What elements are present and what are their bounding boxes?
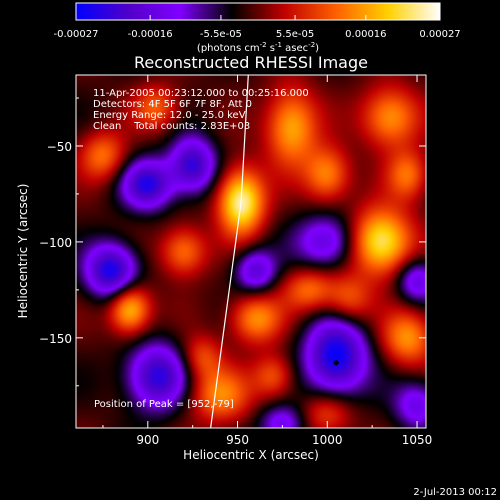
y-tick-label: −150 — [39, 332, 72, 346]
colorbar-tick-label: -5.5e-05 — [200, 29, 242, 40]
x-tick-label: 950 — [226, 433, 249, 447]
heatmap-image — [76, 75, 426, 428]
colorbar-tick-label: 5.5e-05 — [276, 29, 314, 40]
chart-title: Reconstructed RHESSI Image — [134, 53, 368, 72]
colorbar-tick-label: 0.00027 — [419, 29, 460, 40]
annotation-block: 11-Apr-2005 00:23:12.000 to 00:25:16.000… — [93, 88, 309, 132]
colorbar-tick-label: -0.00027 — [54, 29, 99, 40]
y-tick-label: −50 — [47, 140, 72, 154]
solar-limb-line — [210, 75, 249, 428]
annotation-line: 11-Apr-2005 00:23:12.000 to 00:25:16.000 — [93, 88, 309, 99]
colorbar — [75, 2, 441, 21]
colorbar-tick-label: -0.00016 — [128, 29, 173, 40]
colorbar-unit-label: (photons cm-2 s-1 asec-2) — [197, 41, 319, 54]
peak-position-label: Position of Peak = [952,-79] — [94, 399, 234, 410]
axis-ticks: 900 950 1000 1050 −50 −100 −150 — [39, 75, 432, 447]
annotation-line: Clean Total counts: 2.83E+03 — [93, 121, 250, 132]
footer-date: 2-Jul-2013 00:12 — [413, 487, 497, 498]
colorbar-tick-label: 0.00016 — [345, 29, 386, 40]
y-tick-label: −100 — [39, 236, 72, 250]
plot-frame — [75, 74, 427, 429]
annotation-line: Detectors: 4F 5F 6F 7F 8F, Att 0 — [93, 99, 252, 110]
x-tick-label: 1000 — [312, 433, 343, 447]
colorbar-ticks: -0.00027 -0.00016 -5.5e-05 5.5e-05 0.00016 0.… — [54, 15, 461, 40]
x-tick-label: 1050 — [402, 433, 433, 447]
annotation-line: Energy Range: 12.0 - 25.0 keV — [93, 110, 246, 121]
x-axis-label: Heliocentric X (arcsec) — [183, 448, 319, 462]
x-tick-label: 900 — [136, 433, 159, 447]
y-axis-label: Heliocentric Y (arcsec) — [16, 184, 30, 319]
peak-marker — [333, 360, 339, 366]
